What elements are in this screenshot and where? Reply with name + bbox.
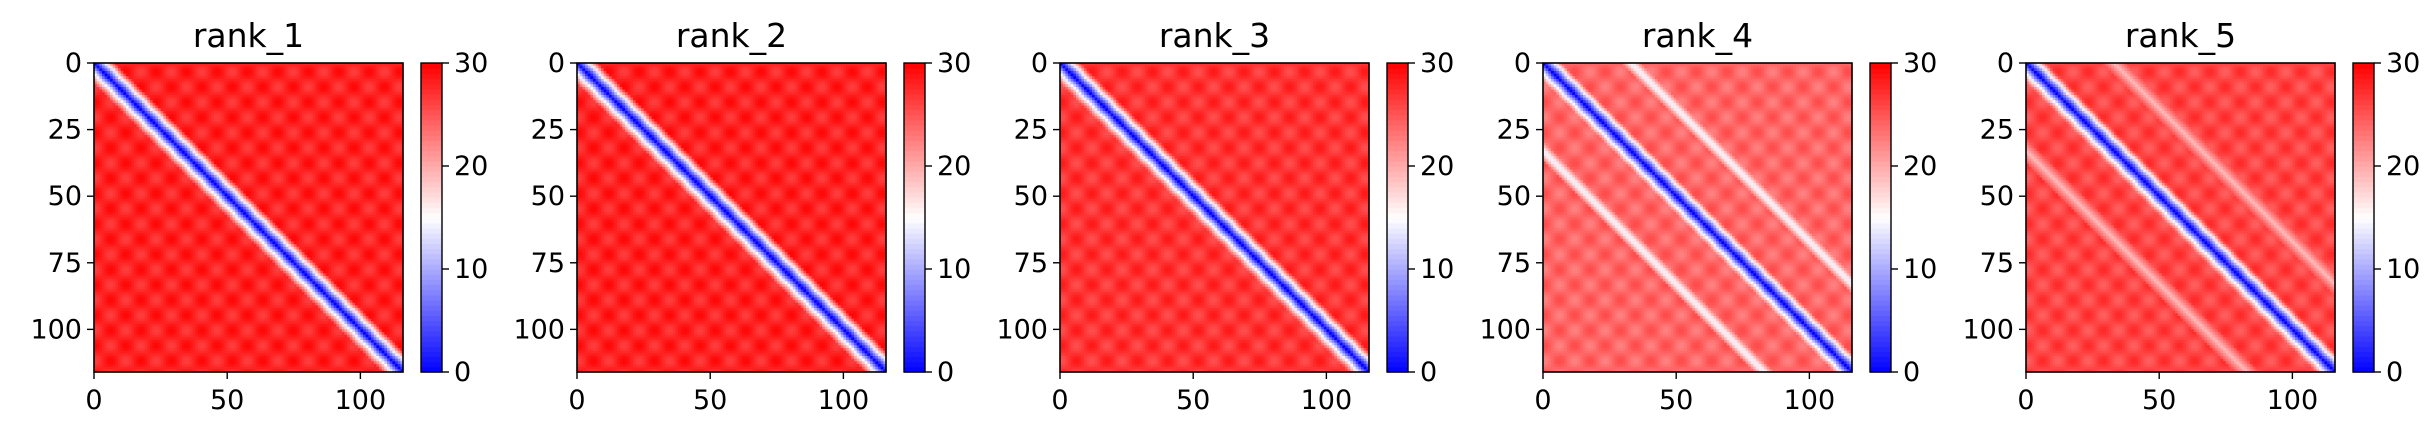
figure: rank_10 50 10002550751000102030rank_20 50 10…: [0, 0, 2435, 438]
